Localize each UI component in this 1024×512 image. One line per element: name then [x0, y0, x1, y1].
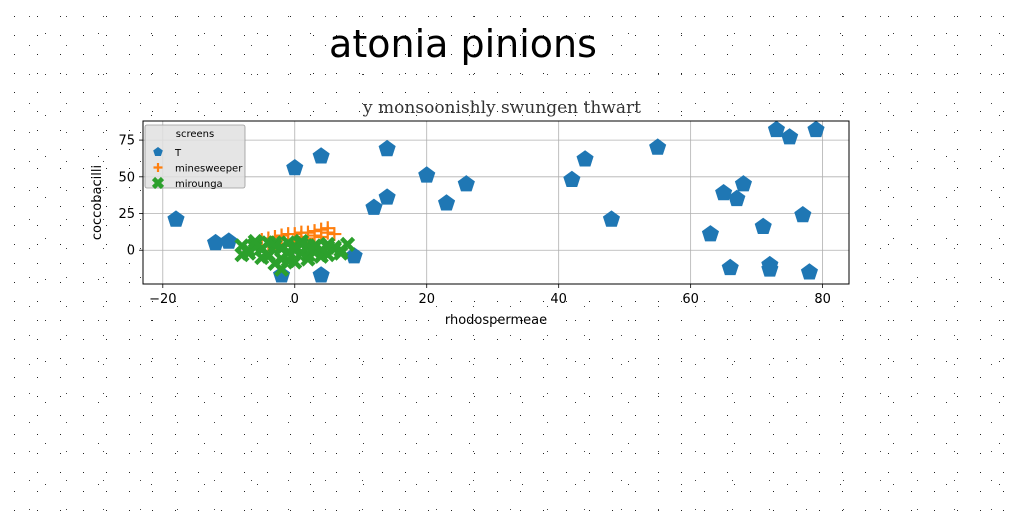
T-point	[273, 266, 291, 283]
T-point	[378, 188, 396, 205]
minesweeper-point	[327, 227, 342, 242]
mirounga-point	[300, 251, 316, 267]
T-point	[602, 210, 620, 227]
T-point	[576, 150, 594, 167]
legend-entry-label: mirounga	[175, 179, 223, 190]
T-point	[800, 263, 818, 280]
T-point	[754, 217, 772, 234]
legend-box	[144, 124, 246, 189]
data-series	[167, 120, 825, 283]
T-point	[365, 198, 383, 215]
y-tick-label: 50	[118, 170, 135, 185]
plot-frame	[142, 120, 850, 285]
y-axis-label: coccobacilli	[90, 165, 105, 240]
mirounga-point	[333, 242, 349, 258]
T-point	[715, 184, 733, 201]
T-point	[781, 128, 799, 145]
legend-entry-label: T	[174, 148, 182, 159]
T-point	[378, 139, 396, 157]
T-point	[312, 147, 330, 164]
x-tick-label: 0	[291, 292, 299, 307]
y-tick-label: 75	[118, 134, 135, 149]
x-tick-label: 20	[418, 292, 435, 307]
T-point	[286, 159, 304, 176]
figure-suptitle: atonia pinions	[329, 22, 597, 66]
chart-title: y monsoonishly swungen thwart	[362, 98, 641, 118]
legend-marker	[153, 163, 163, 172]
T-point	[418, 166, 436, 183]
x-tick-label: 60	[682, 292, 699, 307]
legend-entry-label: minesweeper	[175, 164, 243, 175]
T-point	[345, 247, 363, 264]
T-point	[807, 120, 825, 138]
T-point	[563, 170, 581, 187]
T-point	[312, 266, 330, 283]
T-point	[207, 233, 225, 251]
T-point	[728, 189, 746, 207]
minesweeper-point	[307, 228, 322, 243]
T-point	[767, 120, 785, 138]
legend-marker	[153, 147, 163, 156]
T-point	[167, 210, 185, 227]
x-tick-label: 40	[550, 292, 567, 307]
mirounga-point	[320, 247, 336, 263]
axes: −20 0 20 40 60 80 0 25 50 75	[118, 134, 830, 307]
y-tick-label: 0	[127, 244, 135, 259]
series-T	[167, 120, 825, 283]
series-mirounga	[234, 233, 356, 277]
T-point	[701, 225, 719, 242]
T-point	[457, 175, 475, 192]
x-tick-label: −20	[149, 292, 176, 307]
T-point	[721, 258, 739, 276]
T-point	[794, 206, 812, 223]
legend-title: screens	[176, 129, 214, 140]
T-point	[649, 138, 667, 155]
x-tick-label: 80	[814, 292, 831, 307]
mirounga-point	[254, 241, 270, 257]
T-point	[734, 175, 752, 192]
mirounga-point	[306, 238, 323, 254]
y-tick-label: 25	[118, 207, 135, 222]
mirounga-point	[287, 242, 303, 258]
T-point	[761, 260, 779, 277]
T-point	[220, 232, 238, 249]
legend-marker	[151, 176, 165, 190]
T-point	[438, 194, 456, 211]
mirounga-point	[280, 252, 296, 269]
grid-lines	[143, 121, 849, 284]
x-axis-label: rhodospermeae	[445, 313, 547, 328]
